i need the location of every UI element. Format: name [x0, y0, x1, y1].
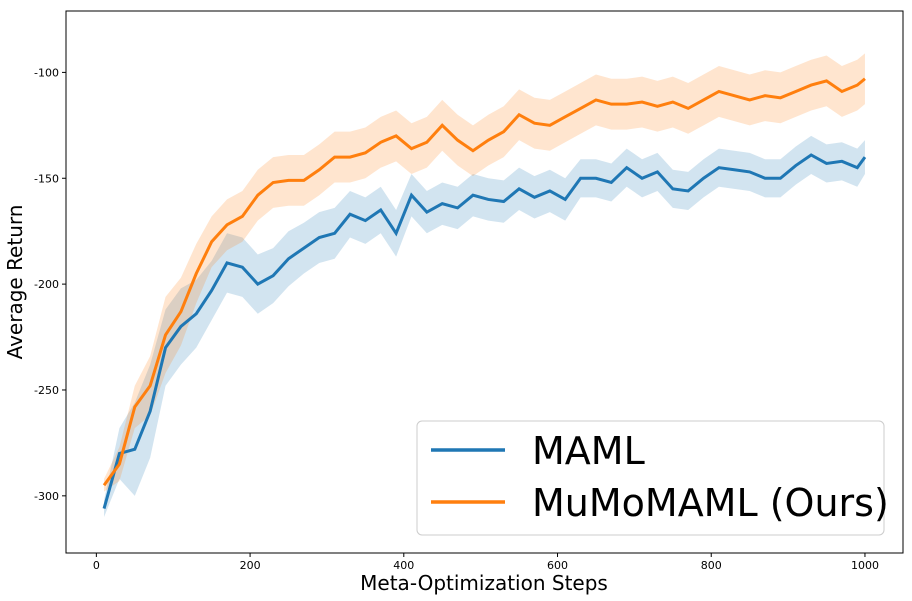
legend-box: [416, 420, 885, 536]
x-tick-label: 200: [240, 559, 261, 572]
y-tick-label: -250: [34, 384, 59, 397]
confidence-band: [104, 135, 865, 518]
plot-frame: [65, 10, 904, 554]
line: [102, 77, 866, 487]
line: [102, 153, 867, 509]
x-tick-label: 1000: [851, 559, 879, 572]
x-tick-label: 800: [701, 559, 722, 572]
confidence-band: [104, 53, 865, 492]
x-tick-label: 600: [547, 559, 568, 572]
x-tick-label: 400: [393, 559, 414, 572]
y-axis-label: Average Return: [3, 205, 27, 360]
legend-label: MAML: [532, 429, 645, 473]
y-tick-label: -100: [34, 66, 59, 79]
y-tick-label: -200: [34, 278, 59, 291]
x-tick-label: 0: [93, 559, 100, 572]
y-tick-label: -300: [34, 490, 59, 503]
x-axis-label: Meta-Optimization Steps: [360, 571, 608, 595]
y-tick-label: -150: [34, 172, 59, 185]
legend-label: MuMoMAML (Ours): [532, 481, 889, 525]
